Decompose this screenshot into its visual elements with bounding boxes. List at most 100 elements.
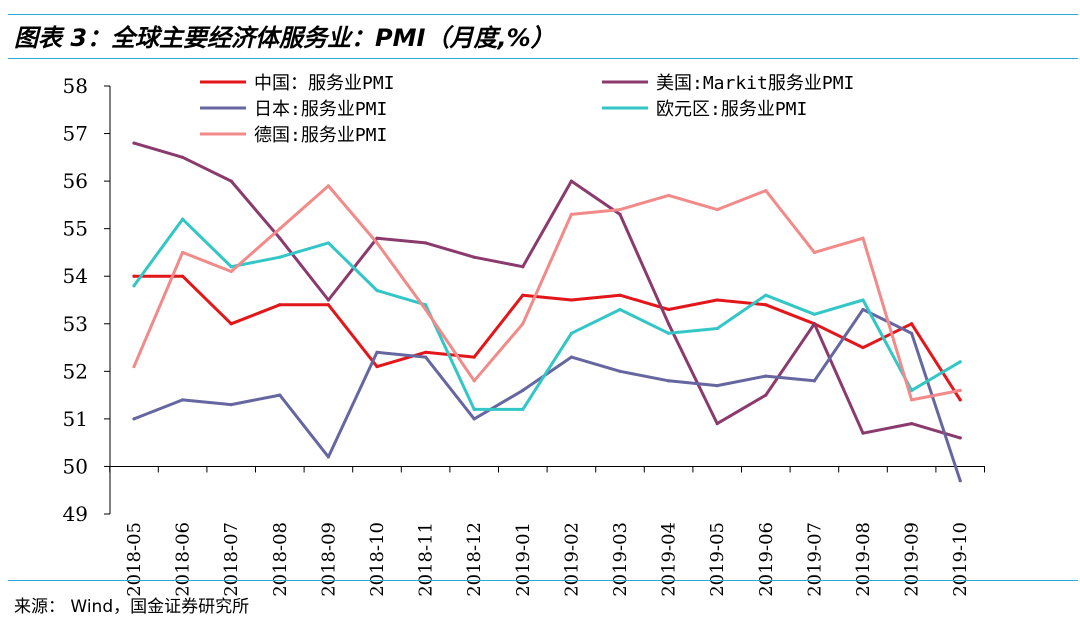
data-point — [764, 303, 768, 307]
legend-label: 日本:服务业PMI — [254, 99, 387, 120]
data-point — [618, 369, 622, 373]
data-point — [229, 265, 233, 269]
y-tick-label: 57 — [63, 122, 88, 146]
series-layer — [132, 141, 962, 483]
data-point — [667, 322, 671, 326]
data-point — [958, 436, 962, 440]
x-tick-label: 2018-07 — [221, 522, 242, 597]
x-tick-label: 2018-11 — [416, 522, 437, 597]
x-tick-label: 2019-06 — [756, 522, 777, 597]
data-point — [569, 179, 574, 183]
data-point — [326, 303, 330, 307]
data-point — [910, 322, 914, 326]
data-point — [667, 193, 671, 197]
title-rule — [8, 58, 1078, 59]
source-rule — [8, 580, 1078, 581]
x-tick-label: 2018-06 — [173, 522, 194, 597]
data-point — [229, 269, 233, 274]
x-tick-label: 2018-12 — [464, 522, 485, 597]
y-tick-label: 54 — [63, 264, 88, 288]
data-point — [132, 284, 136, 288]
data-point — [958, 360, 962, 364]
data-point — [181, 217, 185, 221]
data-point — [667, 379, 671, 383]
data-point — [861, 236, 865, 240]
data-point — [472, 379, 476, 383]
data-point — [618, 307, 622, 312]
data-point — [715, 326, 719, 331]
data-point — [132, 417, 136, 421]
y-tick-label: 53 — [63, 312, 88, 336]
data-point — [521, 293, 525, 297]
x-tick-label: 2018-10 — [367, 522, 388, 597]
data-point — [667, 331, 671, 335]
data-point — [326, 184, 330, 188]
series-line-3 — [132, 217, 962, 411]
x-tick-label: 2018-08 — [270, 522, 291, 597]
data-point — [958, 388, 962, 392]
x-tick-label: 2019-07 — [804, 522, 825, 597]
data-point — [910, 422, 914, 426]
data-point — [861, 307, 865, 312]
y-tick-label: 50 — [63, 454, 88, 478]
x-tick-label: 2019-08 — [853, 522, 874, 597]
data-point — [715, 422, 719, 426]
chart-title: 图表 3：全球主要经济体服务业：PMI（月度,%） — [14, 24, 555, 52]
data-point — [715, 298, 719, 302]
data-point — [375, 364, 379, 369]
data-point — [375, 288, 379, 293]
x-tick-label: 2018-09 — [318, 522, 339, 597]
data-point — [764, 393, 768, 397]
data-point — [424, 303, 428, 307]
x-tick-label: 2019-03 — [610, 522, 631, 597]
data-point — [472, 417, 476, 421]
data-point — [715, 208, 719, 212]
data-point — [521, 322, 525, 326]
data-point — [278, 236, 282, 240]
legend-label: 中国：服务业PMI — [254, 73, 395, 94]
source-note: 来源： Wind，国金证券研究所 — [14, 597, 250, 617]
data-point — [472, 255, 476, 259]
data-point — [618, 208, 622, 212]
data-point — [132, 274, 136, 278]
x-tick-label: 2019-02 — [561, 522, 582, 597]
data-point — [861, 345, 865, 350]
data-point — [278, 255, 282, 259]
data-point — [181, 250, 185, 255]
data-point — [618, 293, 622, 297]
legend: 中国：服务业PMI 美国:Markit服务业PMI 日本:服务业PMI 欧元区:服务业… — [200, 73, 854, 146]
top-rule — [8, 14, 1078, 15]
data-point — [326, 241, 330, 245]
data-point — [812, 312, 817, 316]
y-tick-label: 58 — [63, 74, 88, 98]
data-point — [569, 298, 574, 302]
data-point — [181, 398, 185, 402]
data-point — [910, 331, 914, 335]
data-point — [375, 350, 379, 354]
data-point — [472, 407, 476, 411]
data-point — [521, 388, 525, 392]
data-point — [569, 331, 574, 335]
data-point — [861, 298, 865, 302]
data-point — [569, 212, 574, 216]
data-point — [910, 398, 914, 402]
data-point — [472, 355, 476, 359]
data-point — [132, 364, 136, 369]
data-point — [229, 403, 233, 407]
y-tick-label: 56 — [63, 169, 88, 193]
data-point — [521, 265, 525, 269]
data-point — [764, 374, 768, 378]
series-line-1 — [132, 141, 962, 440]
x-tick-label: 2019-05 — [707, 522, 728, 597]
data-point — [424, 350, 428, 354]
data-point — [861, 431, 865, 435]
y-tick-label: 51 — [63, 407, 88, 431]
legend-label: 欧元区:服务业PMI — [656, 99, 807, 120]
data-point — [764, 189, 768, 193]
data-point — [375, 241, 379, 245]
series-line-0 — [132, 274, 962, 402]
data-point — [667, 307, 671, 312]
data-point — [375, 236, 379, 240]
data-point — [958, 398, 962, 402]
